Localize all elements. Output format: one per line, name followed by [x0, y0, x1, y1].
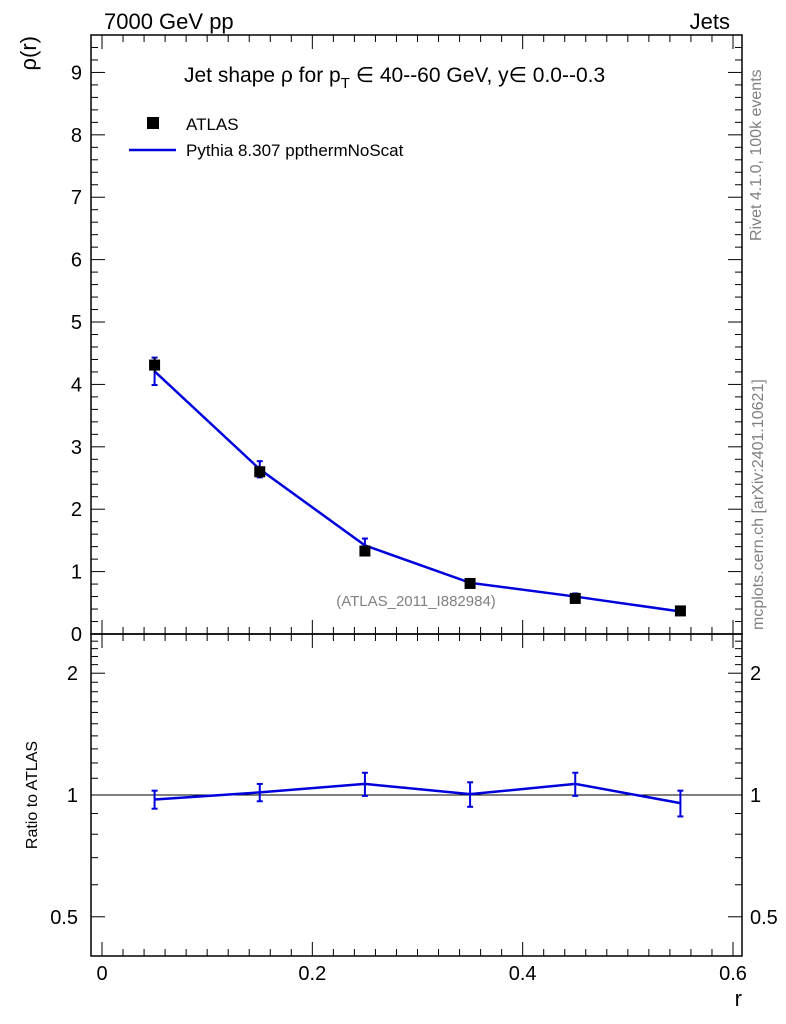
legend-atlas-label: ATLAS	[186, 115, 239, 134]
header-left: 7000 GeV pp	[104, 9, 234, 34]
main-y-tick-label: 5	[71, 312, 82, 334]
ratio-plot-axes: 0 0.2 0.4 0.6 0.5 0.5 1 1 2 2	[50, 633, 778, 985]
main-y-tick-label: 8	[71, 125, 82, 147]
ratio-plot-data	[151, 771, 684, 818]
main-y-tick-label: 0	[71, 624, 82, 646]
ratio-y-tick-label-left: 1	[67, 785, 78, 807]
header-right: Jets	[690, 9, 730, 34]
x-axis-label: r	[735, 986, 742, 1011]
atlas-data-point	[254, 466, 266, 478]
legend-pythia-label: Pythia 8.307 ppthermNoScat	[186, 141, 404, 160]
atlas-data-point	[149, 359, 161, 371]
ratio-y-tick-label-left: 2	[67, 663, 78, 685]
main-plot-axes: 0 1 2 3 4 5 6 7 8 9	[71, 34, 742, 646]
atlas-data-point	[569, 592, 581, 604]
main-y-tick-label: 6	[71, 250, 82, 272]
atlas-data-point	[359, 545, 371, 557]
ratio-ylabel: Ratio to ATLAS	[24, 741, 41, 849]
ratio-plot-frame	[90, 633, 743, 957]
analysis-watermark: (ATLAS_2011_I882984)	[336, 593, 496, 610]
main-ylabel: ρ(r)	[16, 36, 41, 71]
pythia-ratio-line	[154, 782, 681, 805]
x-tick-label: 0.2	[298, 963, 326, 985]
main-y-tick-label: 4	[71, 374, 82, 396]
main-y-tick-label: 1	[71, 562, 82, 584]
ratio-y-tick-label-right: 0.5	[750, 907, 778, 929]
rivet-label: Rivet 4.1.0, 100k events	[748, 69, 765, 241]
main-y-tick-label: 2	[71, 499, 82, 521]
legend-atlas-marker	[147, 117, 159, 129]
ratio-y-tick-label-right: 2	[750, 663, 761, 685]
chart-title: Jet shape ρ for pT ∈ 40--60 GeV, y∈ 0.0-…	[184, 64, 605, 92]
plot-frames	[90, 34, 743, 957]
main-y-tick-label: 3	[71, 437, 82, 459]
main-plot-data	[149, 356, 686, 617]
x-tick-label: 0.4	[509, 963, 537, 985]
ratio-y-tick-label-right: 1	[750, 785, 761, 807]
x-tick-label: 0	[96, 963, 107, 985]
atlas-data-point	[674, 605, 686, 617]
main-y-tick-label: 7	[71, 187, 82, 209]
main-y-tick-label: 9	[71, 62, 82, 84]
mcplots-label: mcplots.cern.ch [arXiv:2401.10621]	[750, 379, 767, 630]
atlas-data-point	[464, 577, 476, 589]
x-tick-label: 0.6	[719, 963, 747, 985]
ratio-y-tick-label-left: 0.5	[50, 907, 78, 929]
pythia-line	[153, 370, 681, 613]
